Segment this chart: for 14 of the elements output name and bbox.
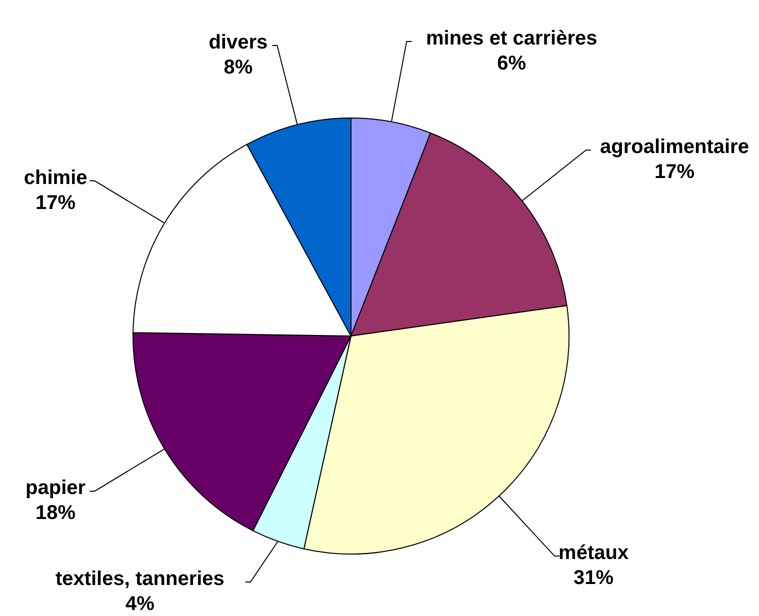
- slice-label: agroalimentaire: [600, 136, 749, 158]
- data-label: 4%: [125, 593, 155, 615]
- data-label: 6%: [497, 52, 526, 74]
- data-label: 17%: [36, 192, 76, 214]
- data-label: 18%: [36, 502, 76, 524]
- slice-label: métaux: [558, 542, 629, 564]
- slice-label: divers: [208, 31, 268, 54]
- slice-label: papier: [26, 477, 86, 500]
- slice-label: mines et carrières: [426, 27, 598, 50]
- data-label: 31%: [574, 567, 614, 590]
- slice-label: textiles, tanneries: [55, 568, 224, 590]
- data-label: 17%: [654, 161, 695, 184]
- data-label: 8%: [224, 56, 253, 78]
- slice-label: chimie: [24, 166, 88, 189]
